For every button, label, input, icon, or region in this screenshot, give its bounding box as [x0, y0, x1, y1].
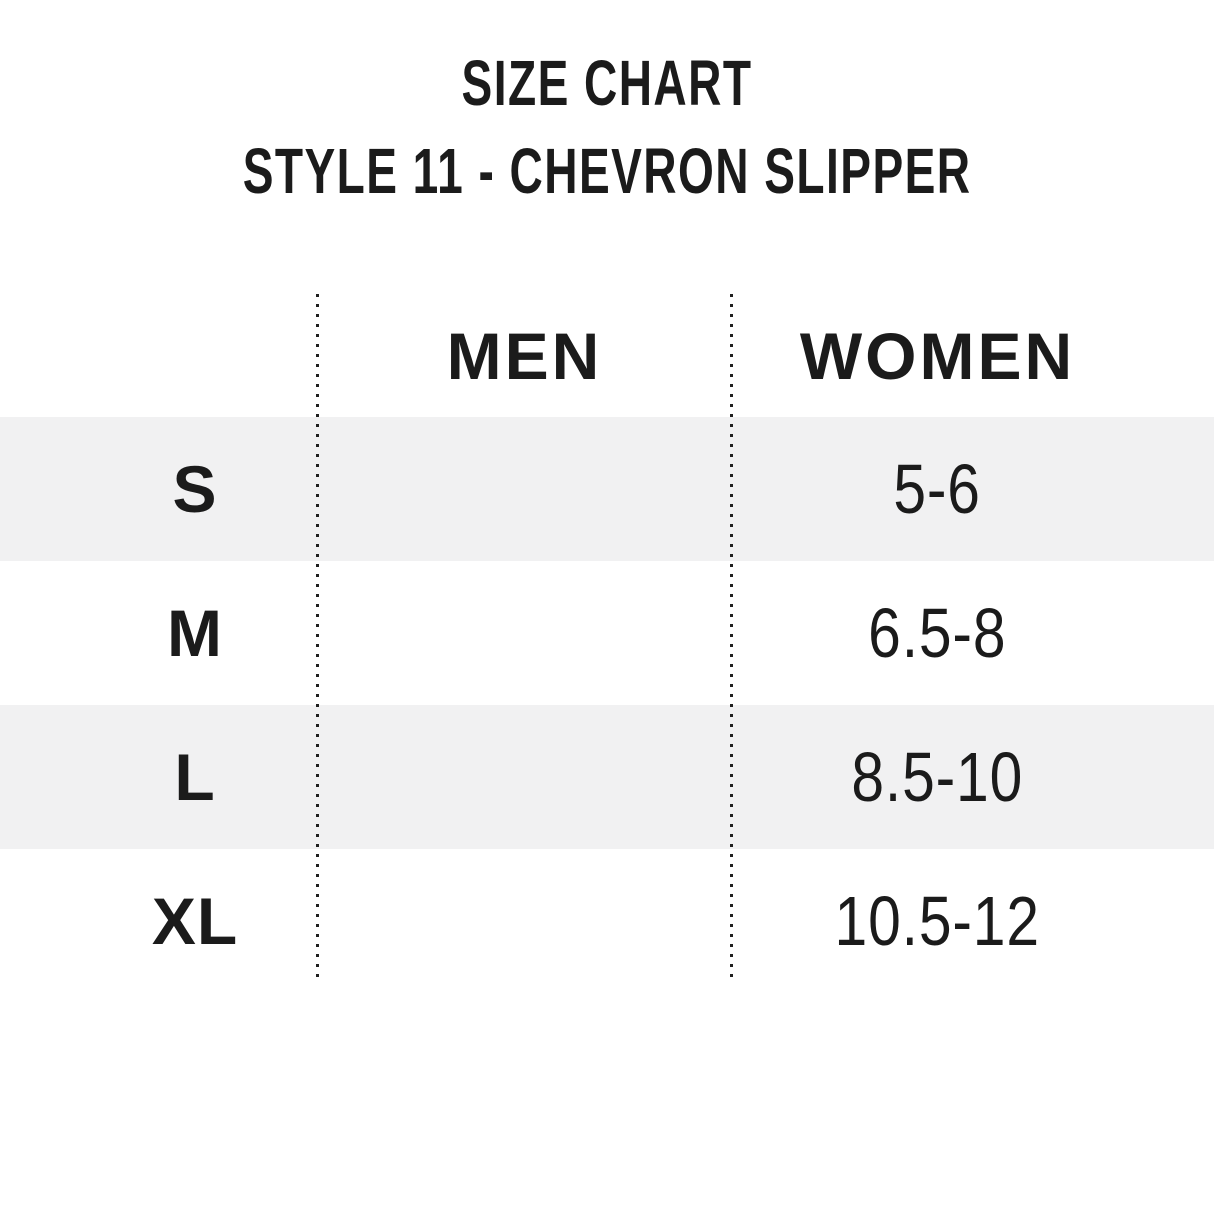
chart-title-line: SIZE CHART: [0, 48, 1214, 136]
size-label: S: [172, 452, 218, 526]
table-row-xl: XL 10.5-12: [0, 849, 1214, 993]
size-label-cell: M: [0, 595, 318, 671]
women-column-label: WOMEN: [799, 319, 1076, 393]
size-label: XL: [151, 884, 239, 958]
women-value: 6.5-8: [868, 594, 1007, 672]
men-value-cell: [318, 912, 731, 930]
women-value: 8.5-10: [851, 738, 1024, 816]
women-value-cell: 10.5-12: [731, 881, 1214, 961]
size-label: M: [167, 596, 223, 670]
column-divider-line-left: [316, 294, 319, 978]
size-chart-table: MEN WOMEN S 5-6 M 6.5-8 L: [0, 295, 1214, 993]
men-value-cell: [318, 768, 731, 786]
column-divider-line-right: [730, 294, 733, 978]
title-block: SIZE CHART STYLE 11 - CHEVRON SLIPPER: [0, 48, 1214, 224]
women-value-cell: 8.5-10: [731, 737, 1214, 817]
women-value-cell: 6.5-8: [731, 593, 1214, 673]
table-row-s: S 5-6: [0, 417, 1214, 561]
men-value-cell: [318, 480, 731, 498]
table-row-m: M 6.5-8: [0, 561, 1214, 705]
table-row-l: L 8.5-10: [0, 705, 1214, 849]
table-header-row: MEN WOMEN: [0, 295, 1214, 417]
size-label-cell: XL: [0, 883, 318, 959]
size-label-cell: S: [0, 451, 318, 527]
size-label: L: [174, 740, 216, 814]
women-value: 10.5-12: [834, 882, 1041, 960]
men-column-label: MEN: [446, 319, 603, 393]
men-value-cell: [318, 624, 731, 642]
women-value-cell: 5-6: [731, 449, 1214, 529]
chart-title: SIZE CHART: [461, 47, 753, 119]
women-value: 5-6: [893, 450, 982, 528]
size-label-cell: L: [0, 739, 318, 815]
chart-subtitle-line: STYLE 11 - CHEVRON SLIPPER: [0, 136, 1214, 224]
column-header-men: MEN: [318, 318, 731, 394]
column-header-women: WOMEN: [731, 318, 1214, 394]
chart-subtitle: STYLE 11 - CHEVRON SLIPPER: [242, 135, 972, 207]
